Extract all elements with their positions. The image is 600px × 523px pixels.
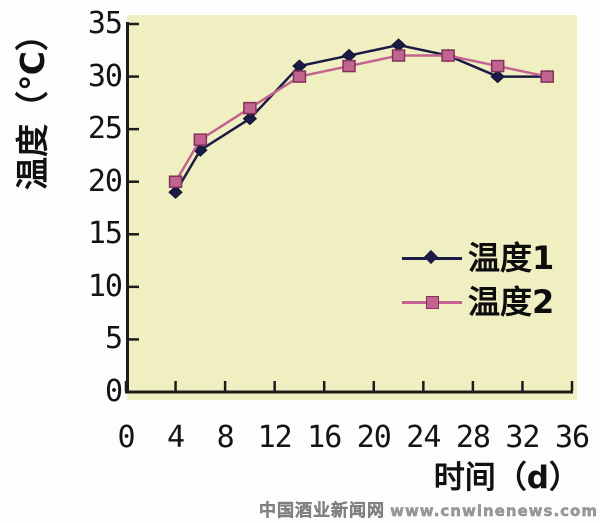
- x-tick-label: 24: [406, 420, 441, 455]
- x-tick-label: 4: [167, 420, 185, 455]
- x-tick-label: 0: [117, 420, 135, 455]
- watermark: 中国酒业新闻网 www.cnwinenews.com: [259, 496, 598, 521]
- x-tick-label: 32: [505, 420, 540, 455]
- x-tick-label: 28: [455, 420, 491, 455]
- series1-legend-key: [402, 249, 462, 266]
- x-tick-label: 36: [554, 420, 590, 455]
- y-tick-label: 0: [104, 374, 123, 409]
- x-tick-label: 8: [216, 420, 235, 455]
- diamond-marker-icon: [423, 249, 439, 265]
- y-tick-label: 25: [87, 111, 123, 147]
- watermark-site-name: 中国酒业新闻网: [259, 501, 385, 521]
- legend-label-series1: 温度1: [468, 239, 555, 277]
- x-axis-title: 时间（d）: [433, 460, 580, 496]
- legend: 温度1 温度2: [402, 236, 554, 324]
- y-tick-label: 10: [87, 268, 123, 304]
- y-tick-label: 35: [87, 6, 123, 41]
- y-tick-label: 5: [104, 321, 123, 357]
- y-tick-label: 20: [87, 163, 123, 199]
- y-axis-title: 温度（℃）: [13, 18, 52, 190]
- legend-item-series2: 温度2: [402, 280, 554, 324]
- x-tick-label: 20: [356, 420, 392, 455]
- square-marker-icon: [426, 296, 439, 309]
- legend-label-series2: 温度2: [468, 283, 555, 321]
- series2-legend-key: [402, 294, 462, 310]
- y-tick-label: 15: [87, 216, 123, 252]
- x-tick-label: 16: [307, 420, 342, 455]
- watermark-url: www.cnwinenews.com: [390, 502, 598, 520]
- y-tick-label: 30: [87, 58, 123, 94]
- legend-item-series1: 温度1: [402, 236, 554, 280]
- x-tick-label: 12: [257, 420, 293, 455]
